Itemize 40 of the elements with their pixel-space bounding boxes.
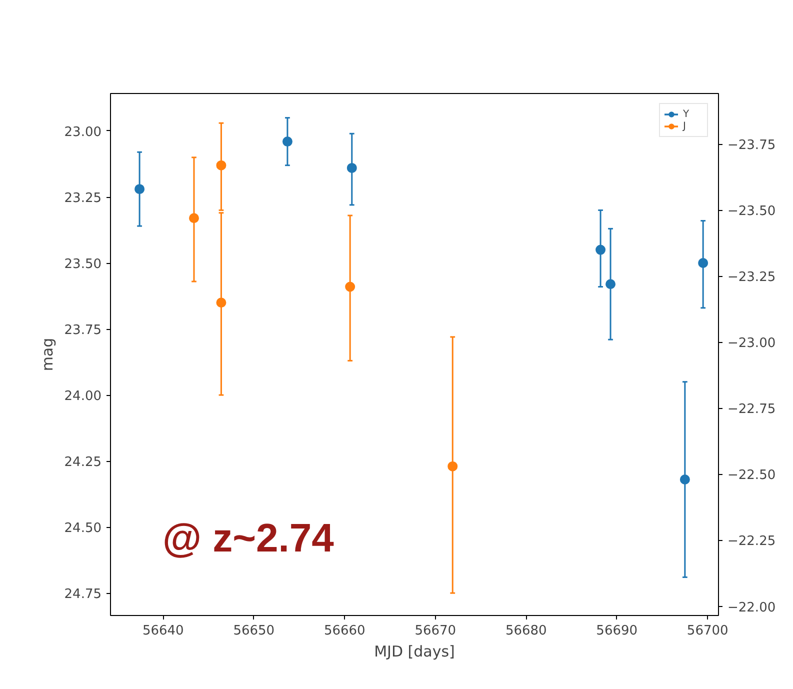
x-tick-label: 56690: [596, 624, 638, 638]
point: [134, 184, 145, 194]
point: [680, 474, 690, 485]
x-tick-label: 56680: [505, 624, 547, 638]
y2-tick-label: −23.00: [728, 336, 776, 352]
legend-label: J: [683, 120, 687, 132]
point: [698, 258, 708, 268]
y2-tick-label: −22.25: [728, 534, 776, 550]
legend-label: Y: [683, 108, 690, 120]
x-tick-label: 56700: [686, 624, 728, 638]
y2-tick-label: −23.25: [728, 270, 776, 286]
point: [596, 244, 606, 255]
y-tick-label: 24.25: [64, 455, 102, 470]
y-tick-label: 23.25: [64, 191, 102, 206]
x-tick-label: 56640: [142, 624, 184, 638]
point: [345, 282, 356, 292]
point: [606, 279, 616, 290]
point: [188, 213, 199, 224]
x-tick-label: 56670: [414, 624, 456, 638]
y-tick-label: 24.50: [64, 521, 102, 536]
x-axis-title: MJD [days]: [374, 642, 455, 660]
y-tick-label: 24.00: [64, 389, 102, 404]
y2-tick-label: −23.75: [728, 138, 776, 154]
point: [216, 298, 226, 308]
x-tick-label: 56660: [324, 624, 366, 638]
x-tick-label: 56650: [233, 624, 275, 638]
y2-tick-label: −23.50: [728, 204, 776, 220]
point: [448, 461, 458, 472]
point: [282, 136, 292, 147]
y-tick-label: 24.75: [64, 587, 102, 602]
y-tick-label: 23.00: [64, 124, 102, 140]
y-axis-title: mag: [38, 338, 56, 372]
annotation: @ z~2.74: [162, 516, 335, 560]
y2-tick-label: −22.50: [728, 468, 776, 484]
point: [346, 162, 357, 173]
y-tick-label: 23.75: [64, 323, 102, 338]
y2-tick-label: −22.75: [728, 402, 776, 418]
point: [216, 160, 226, 170]
y2-tick-label: −22.00: [728, 600, 776, 616]
y-tick-label: 23.50: [64, 257, 102, 272]
